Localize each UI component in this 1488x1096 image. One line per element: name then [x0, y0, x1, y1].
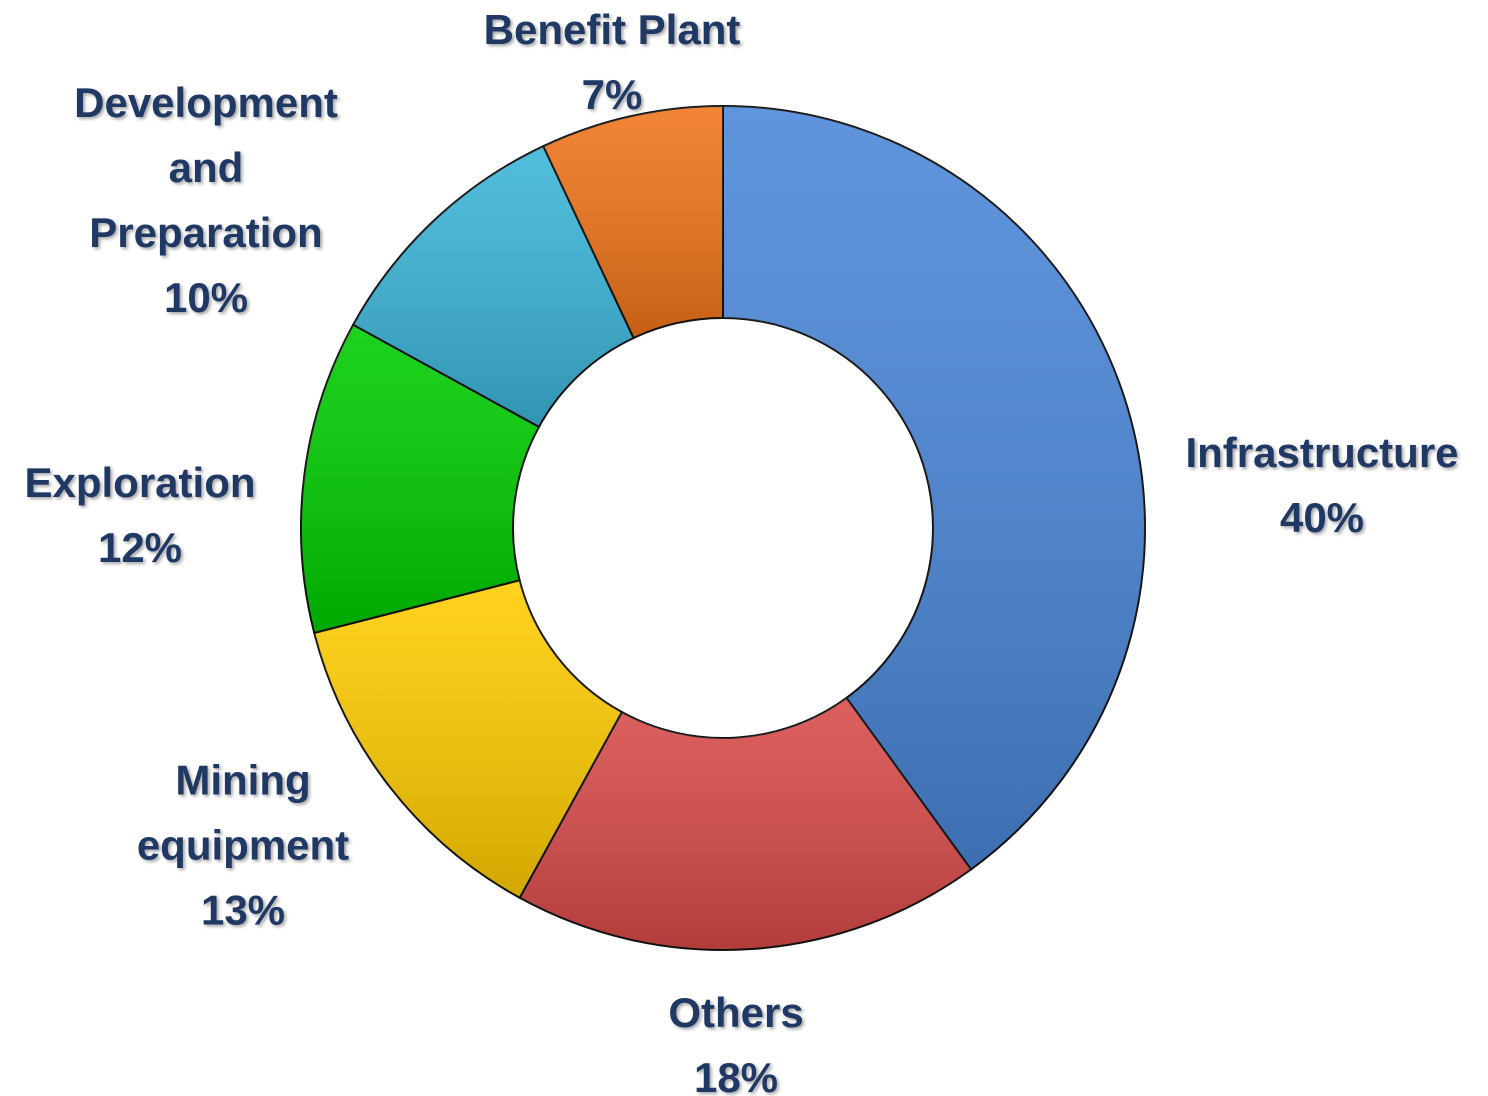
category-label: Infrastructure [1185, 429, 1459, 476]
value-label: 40% [1279, 494, 1365, 541]
slice-label: Benefit Plant 7% [484, 0, 741, 127]
value-label: 7% [581, 71, 643, 118]
category-label: Exploration [24, 459, 256, 506]
category-label: Others [668, 989, 804, 1036]
category-label: Mining equipment [136, 756, 350, 869]
slice-label: Others 18% [668, 980, 803, 1096]
category-label: Development and Preparation [74, 79, 338, 256]
slice-label: Infrastructure 40% [1185, 420, 1458, 550]
slice-label: Development and Preparation 10% [56, 70, 356, 330]
value-label: 13% [200, 886, 286, 934]
slice-label: Mining equipment 13% [118, 748, 368, 943]
value-label: 10% [163, 274, 249, 321]
slice-label: Exploration 12% [24, 450, 255, 580]
value-label: 18% [693, 1054, 779, 1096]
value-label: 12% [97, 524, 183, 571]
category-label: Benefit Plant [483, 6, 741, 53]
